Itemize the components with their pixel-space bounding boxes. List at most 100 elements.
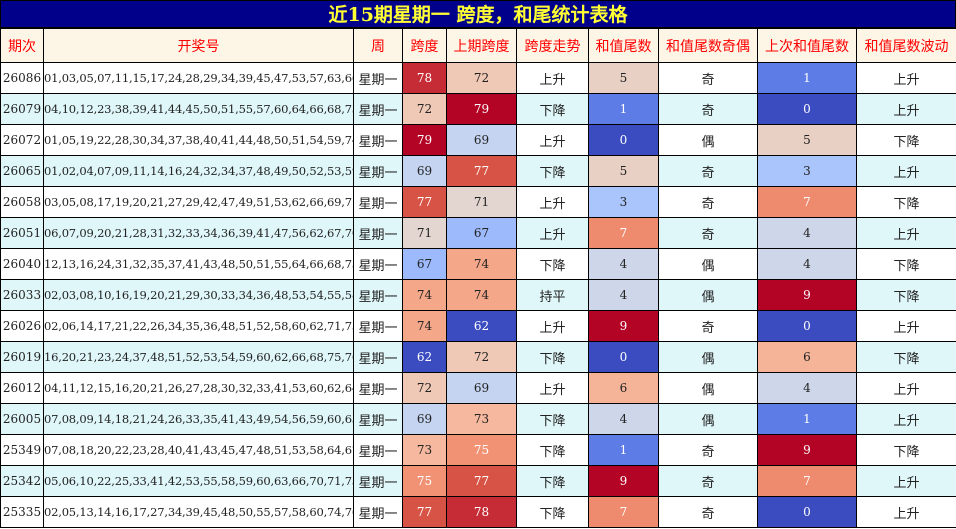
cell-prev-tail: 0	[757, 93, 857, 125]
cell-prev-span: 73	[446, 403, 517, 435]
cell-span: 69	[402, 155, 447, 187]
cell-span: 77	[402, 496, 447, 528]
cell-weekday: 星期一	[353, 465, 403, 497]
cell-trend: 下降	[516, 248, 589, 280]
header-tail: 和值尾数	[588, 28, 659, 63]
cell-prev-tail: 1	[757, 62, 857, 94]
cell-parity: 奇	[658, 93, 758, 125]
cell-tail: 9	[588, 310, 659, 342]
cell-parity: 偶	[658, 341, 758, 373]
cell-issue: 26033	[0, 279, 44, 311]
table-row: 26012 04,11,12,15,16,20,21,26,27,28,30,32…	[0, 372, 956, 404]
cell-prev-span: 69	[446, 372, 517, 404]
cell-weekday: 星期一	[353, 310, 403, 342]
cell-issue: 25349	[0, 434, 44, 466]
cell-numbers: 03,05,08,17,19,20,21,27,29,42,47,49,51,5…	[43, 186, 354, 218]
cell-trend: 下降	[516, 341, 589, 373]
cell-parity: 奇	[658, 465, 758, 497]
cell-prev-span: 79	[446, 93, 517, 125]
cell-wave: 下降	[856, 186, 956, 218]
cell-tail: 0	[588, 341, 659, 373]
cell-prev-tail: 4	[757, 248, 857, 280]
cell-wave: 下降	[856, 279, 956, 311]
table-row: 26079 04,10,12,23,38,39,41,44,45,50,51,55…	[0, 93, 956, 125]
cell-tail: 4	[588, 279, 659, 311]
cell-trend: 下降	[516, 93, 589, 125]
cell-prev-tail: 5	[757, 124, 857, 156]
cell-wave: 下降	[856, 341, 956, 373]
cell-wave: 下降	[856, 248, 956, 280]
header-weekday: 周	[353, 28, 403, 63]
table-row: 26065 01,02,04,07,09,11,14,16,24,32,34,37…	[0, 155, 956, 187]
cell-weekday: 星期一	[353, 124, 403, 156]
table-row: 26026 02,06,14,17,21,22,26,34,35,36,48,51…	[0, 310, 956, 342]
header-parity: 和值尾数奇偶	[658, 28, 758, 63]
cell-issue: 26065	[0, 155, 44, 187]
cell-issue: 26072	[0, 124, 44, 156]
cell-parity: 偶	[658, 124, 758, 156]
cell-parity: 奇	[658, 186, 758, 218]
cell-prev-span: 78	[446, 496, 517, 528]
cell-trend: 持平	[516, 279, 589, 311]
header-numbers: 开奖号	[43, 28, 354, 63]
cell-numbers: 02,03,08,10,16,19,20,21,29,30,33,34,36,4…	[43, 279, 354, 311]
cell-parity: 偶	[658, 403, 758, 435]
cell-parity: 偶	[658, 279, 758, 311]
table-row: 26033 02,03,08,10,16,19,20,21,29,30,33,34…	[0, 279, 956, 311]
table-row: 26086 01,03,05,07,11,15,17,24,28,29,34,39…	[0, 62, 956, 94]
cell-issue: 25342	[0, 465, 44, 497]
cell-numbers: 16,20,21,23,24,37,48,51,52,53,54,59,60,6…	[43, 341, 354, 373]
cell-tail: 5	[588, 155, 659, 187]
table-row: 25349 07,08,18,20,22,23,28,40,41,43,45,47…	[0, 434, 956, 466]
cell-wave: 上升	[856, 93, 956, 125]
table-row: 26040 12,13,16,24,31,32,35,37,41,43,48,50…	[0, 248, 956, 280]
cell-wave: 下降	[856, 434, 956, 466]
cell-prev-tail: 9	[757, 279, 857, 311]
cell-weekday: 星期一	[353, 155, 403, 187]
cell-numbers: 12,13,16,24,31,32,35,37,41,43,48,50,51,5…	[43, 248, 354, 280]
stats-table: 期次 开奖号 周 跨度 上期跨度 跨度走势 和值尾数 和值尾数奇偶 上次和值尾数…	[0, 28, 956, 528]
header-trend: 跨度走势	[516, 28, 589, 63]
cell-parity: 奇	[658, 434, 758, 466]
cell-prev-tail: 4	[757, 217, 857, 249]
cell-wave: 上升	[856, 372, 956, 404]
cell-prev-span: 72	[446, 341, 517, 373]
cell-weekday: 星期一	[353, 62, 403, 94]
cell-trend: 下降	[516, 403, 589, 435]
cell-issue: 25335	[0, 496, 44, 528]
cell-trend: 上升	[516, 124, 589, 156]
cell-wave: 上升	[856, 155, 956, 187]
cell-parity: 偶	[658, 372, 758, 404]
cell-issue: 26012	[0, 372, 44, 404]
cell-weekday: 星期一	[353, 217, 403, 249]
cell-trend: 下降	[516, 155, 589, 187]
cell-span: 72	[402, 372, 447, 404]
cell-parity: 奇	[658, 62, 758, 94]
cell-span: 71	[402, 217, 447, 249]
cell-weekday: 星期一	[353, 248, 403, 280]
table-row: 25335 02,05,13,14,16,17,27,34,39,45,48,50…	[0, 496, 956, 528]
header-issue: 期次	[0, 28, 44, 63]
cell-wave: 上升	[856, 465, 956, 497]
cell-issue: 26040	[0, 248, 44, 280]
cell-wave: 上升	[856, 217, 956, 249]
cell-tail: 4	[588, 403, 659, 435]
cell-numbers: 04,11,12,15,16,20,21,26,27,28,30,32,33,4…	[43, 372, 354, 404]
cell-numbers: 01,02,04,07,09,11,14,16,24,32,34,37,48,4…	[43, 155, 354, 187]
cell-numbers: 06,07,09,20,21,28,31,32,33,34,36,39,41,4…	[43, 217, 354, 249]
cell-parity: 奇	[658, 155, 758, 187]
cell-tail: 1	[588, 434, 659, 466]
cell-prev-span: 74	[446, 279, 517, 311]
cell-weekday: 星期一	[353, 496, 403, 528]
cell-numbers: 07,08,18,20,22,23,28,40,41,43,45,47,48,5…	[43, 434, 354, 466]
cell-prev-tail: 3	[757, 155, 857, 187]
cell-prev-span: 62	[446, 310, 517, 342]
cell-issue: 26051	[0, 217, 44, 249]
cell-prev-tail: 7	[757, 465, 857, 497]
cell-span: 79	[402, 124, 447, 156]
cell-prev-tail: 1	[757, 403, 857, 435]
cell-weekday: 星期一	[353, 279, 403, 311]
cell-wave: 上升	[856, 496, 956, 528]
cell-span: 73	[402, 434, 447, 466]
cell-prev-tail: 4	[757, 372, 857, 404]
